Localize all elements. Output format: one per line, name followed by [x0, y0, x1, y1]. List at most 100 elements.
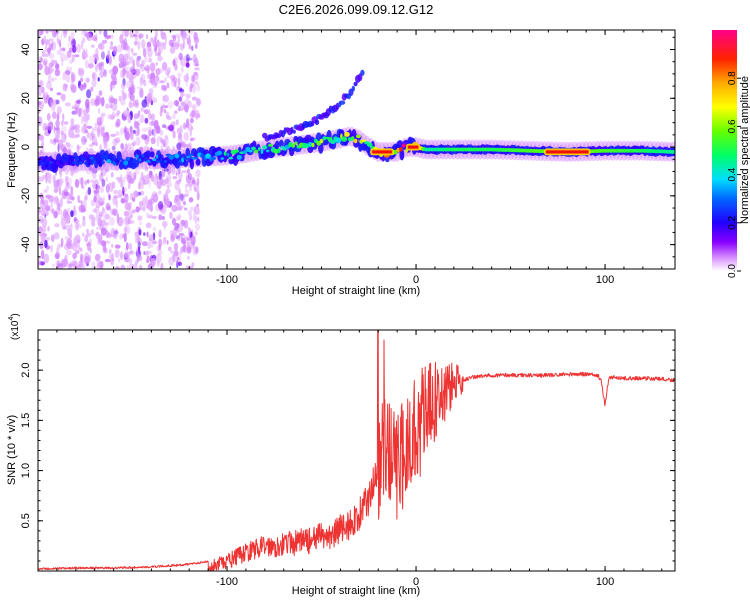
noise-speckle: [155, 62, 158, 66]
noise-speckle: [98, 211, 104, 217]
noise-speckle: [177, 237, 181, 241]
noise-speckle: [67, 237, 71, 242]
noise-speckle: [48, 195, 54, 203]
noise-speckle: [78, 67, 85, 77]
noise-speckle: [163, 94, 170, 103]
noise-speckle: [73, 170, 79, 174]
noise-speckle: [158, 244, 162, 251]
noise-speckle: [81, 141, 87, 146]
snr-panel: -100 0 100 0.5 1.0 1.5 2.0 (x104) Height of s…: [6, 313, 676, 597]
noise-speckle: [120, 98, 126, 106]
noise-speckle: [194, 205, 200, 215]
noise-speckle: [152, 127, 157, 138]
noise-speckle: [179, 193, 184, 201]
noise-speckle: [167, 100, 174, 109]
noise-speckle: [70, 210, 74, 218]
noise-speckle: [49, 30, 54, 33]
noise-speckle: [70, 223, 73, 229]
ridge-core: [236, 154, 242, 160]
noise-speckle: [52, 68, 55, 72]
noise-speckle: [124, 146, 129, 154]
noise-speckle: [63, 243, 70, 251]
ridge-core: [301, 142, 308, 149]
noise-speckle: [132, 140, 137, 147]
noise-speckle: [73, 236, 78, 246]
noise-speckle: [148, 57, 153, 63]
noise-speckle: [116, 110, 121, 115]
noise-speckle: [54, 223, 60, 228]
ridge-core: [195, 156, 199, 160]
noise-speckle: [74, 222, 80, 231]
ridge-core: [103, 154, 109, 160]
branch-blob: [338, 100, 346, 105]
noise-speckle: [50, 234, 55, 243]
noise-speckle: [100, 96, 105, 107]
noise-speckle: [43, 175, 46, 180]
noise-speckle: [159, 80, 165, 84]
noise-speckle: [107, 231, 110, 238]
noise-speckle: [64, 170, 70, 176]
noise-speckle: [105, 202, 111, 211]
ridge-core: [399, 147, 403, 152]
noise-speckle: [152, 40, 156, 47]
noise-speckle: [190, 137, 196, 141]
noise-speckle: [122, 116, 127, 121]
noise-speckle: [70, 186, 74, 194]
noise-speckle: [196, 83, 201, 92]
noise-speckle: [129, 250, 133, 254]
noise-speckle: [97, 217, 102, 227]
noise-speckle: [173, 242, 179, 252]
noise-speckle: [132, 52, 138, 56]
noise-speckle: [89, 179, 95, 184]
noise-speckle: [157, 55, 163, 62]
noise-speckle: [115, 200, 119, 209]
noise-speckle: [124, 193, 129, 203]
noise-speckle: [54, 132, 59, 139]
noise-speckle: [146, 231, 149, 238]
noise-speckle: [124, 225, 131, 235]
noise-speckle: [175, 215, 179, 222]
ridge-core: [205, 153, 212, 159]
noise-speckle: [123, 210, 129, 217]
snr-scale-label: (x104): [8, 313, 21, 340]
ridge-core: [305, 143, 309, 149]
ridge-core: [109, 157, 114, 161]
ridge-core: [55, 160, 60, 166]
noise-speckle: [190, 82, 194, 89]
ridge-core: [670, 149, 675, 154]
branch-blob: [351, 85, 355, 92]
noise-speckle: [175, 119, 179, 126]
noise-speckle: [56, 49, 62, 55]
noise-speckle: [96, 262, 101, 269]
noise-speckle: [171, 167, 176, 175]
noise-speckle: [173, 253, 177, 263]
noise-speckle: [186, 57, 193, 61]
y-tick-label: 0: [20, 144, 32, 150]
noise-speckle: [189, 186, 193, 191]
noise-speckle: [174, 181, 180, 191]
spectrogram-x-label: Height of straight line (km): [292, 285, 420, 297]
ridge-core: [211, 156, 217, 160]
noise-speckle: [59, 52, 66, 62]
ridge-core: [226, 152, 230, 157]
noise-speckle: [73, 216, 77, 222]
noise-speckle: [55, 63, 60, 70]
noise-speckle: [116, 44, 123, 53]
noise-speckle: [94, 253, 101, 262]
noise-speckle: [194, 187, 197, 192]
noise-speckle: [39, 105, 44, 112]
ridge-body: [183, 160, 189, 167]
ridge-core: [117, 157, 123, 161]
noise-speckle: [185, 265, 192, 269]
noise-speckle: [38, 63, 43, 71]
ridge-core: [38, 160, 41, 164]
noise-speckle: [89, 131, 94, 141]
noise-speckle: [151, 113, 155, 121]
ridge-core: [294, 141, 298, 145]
noise-speckle: [187, 256, 190, 260]
noise-speckle: [140, 73, 146, 83]
noise-speckle: [109, 97, 116, 104]
ridge-core: [335, 137, 342, 143]
noise-speckle: [125, 174, 132, 180]
